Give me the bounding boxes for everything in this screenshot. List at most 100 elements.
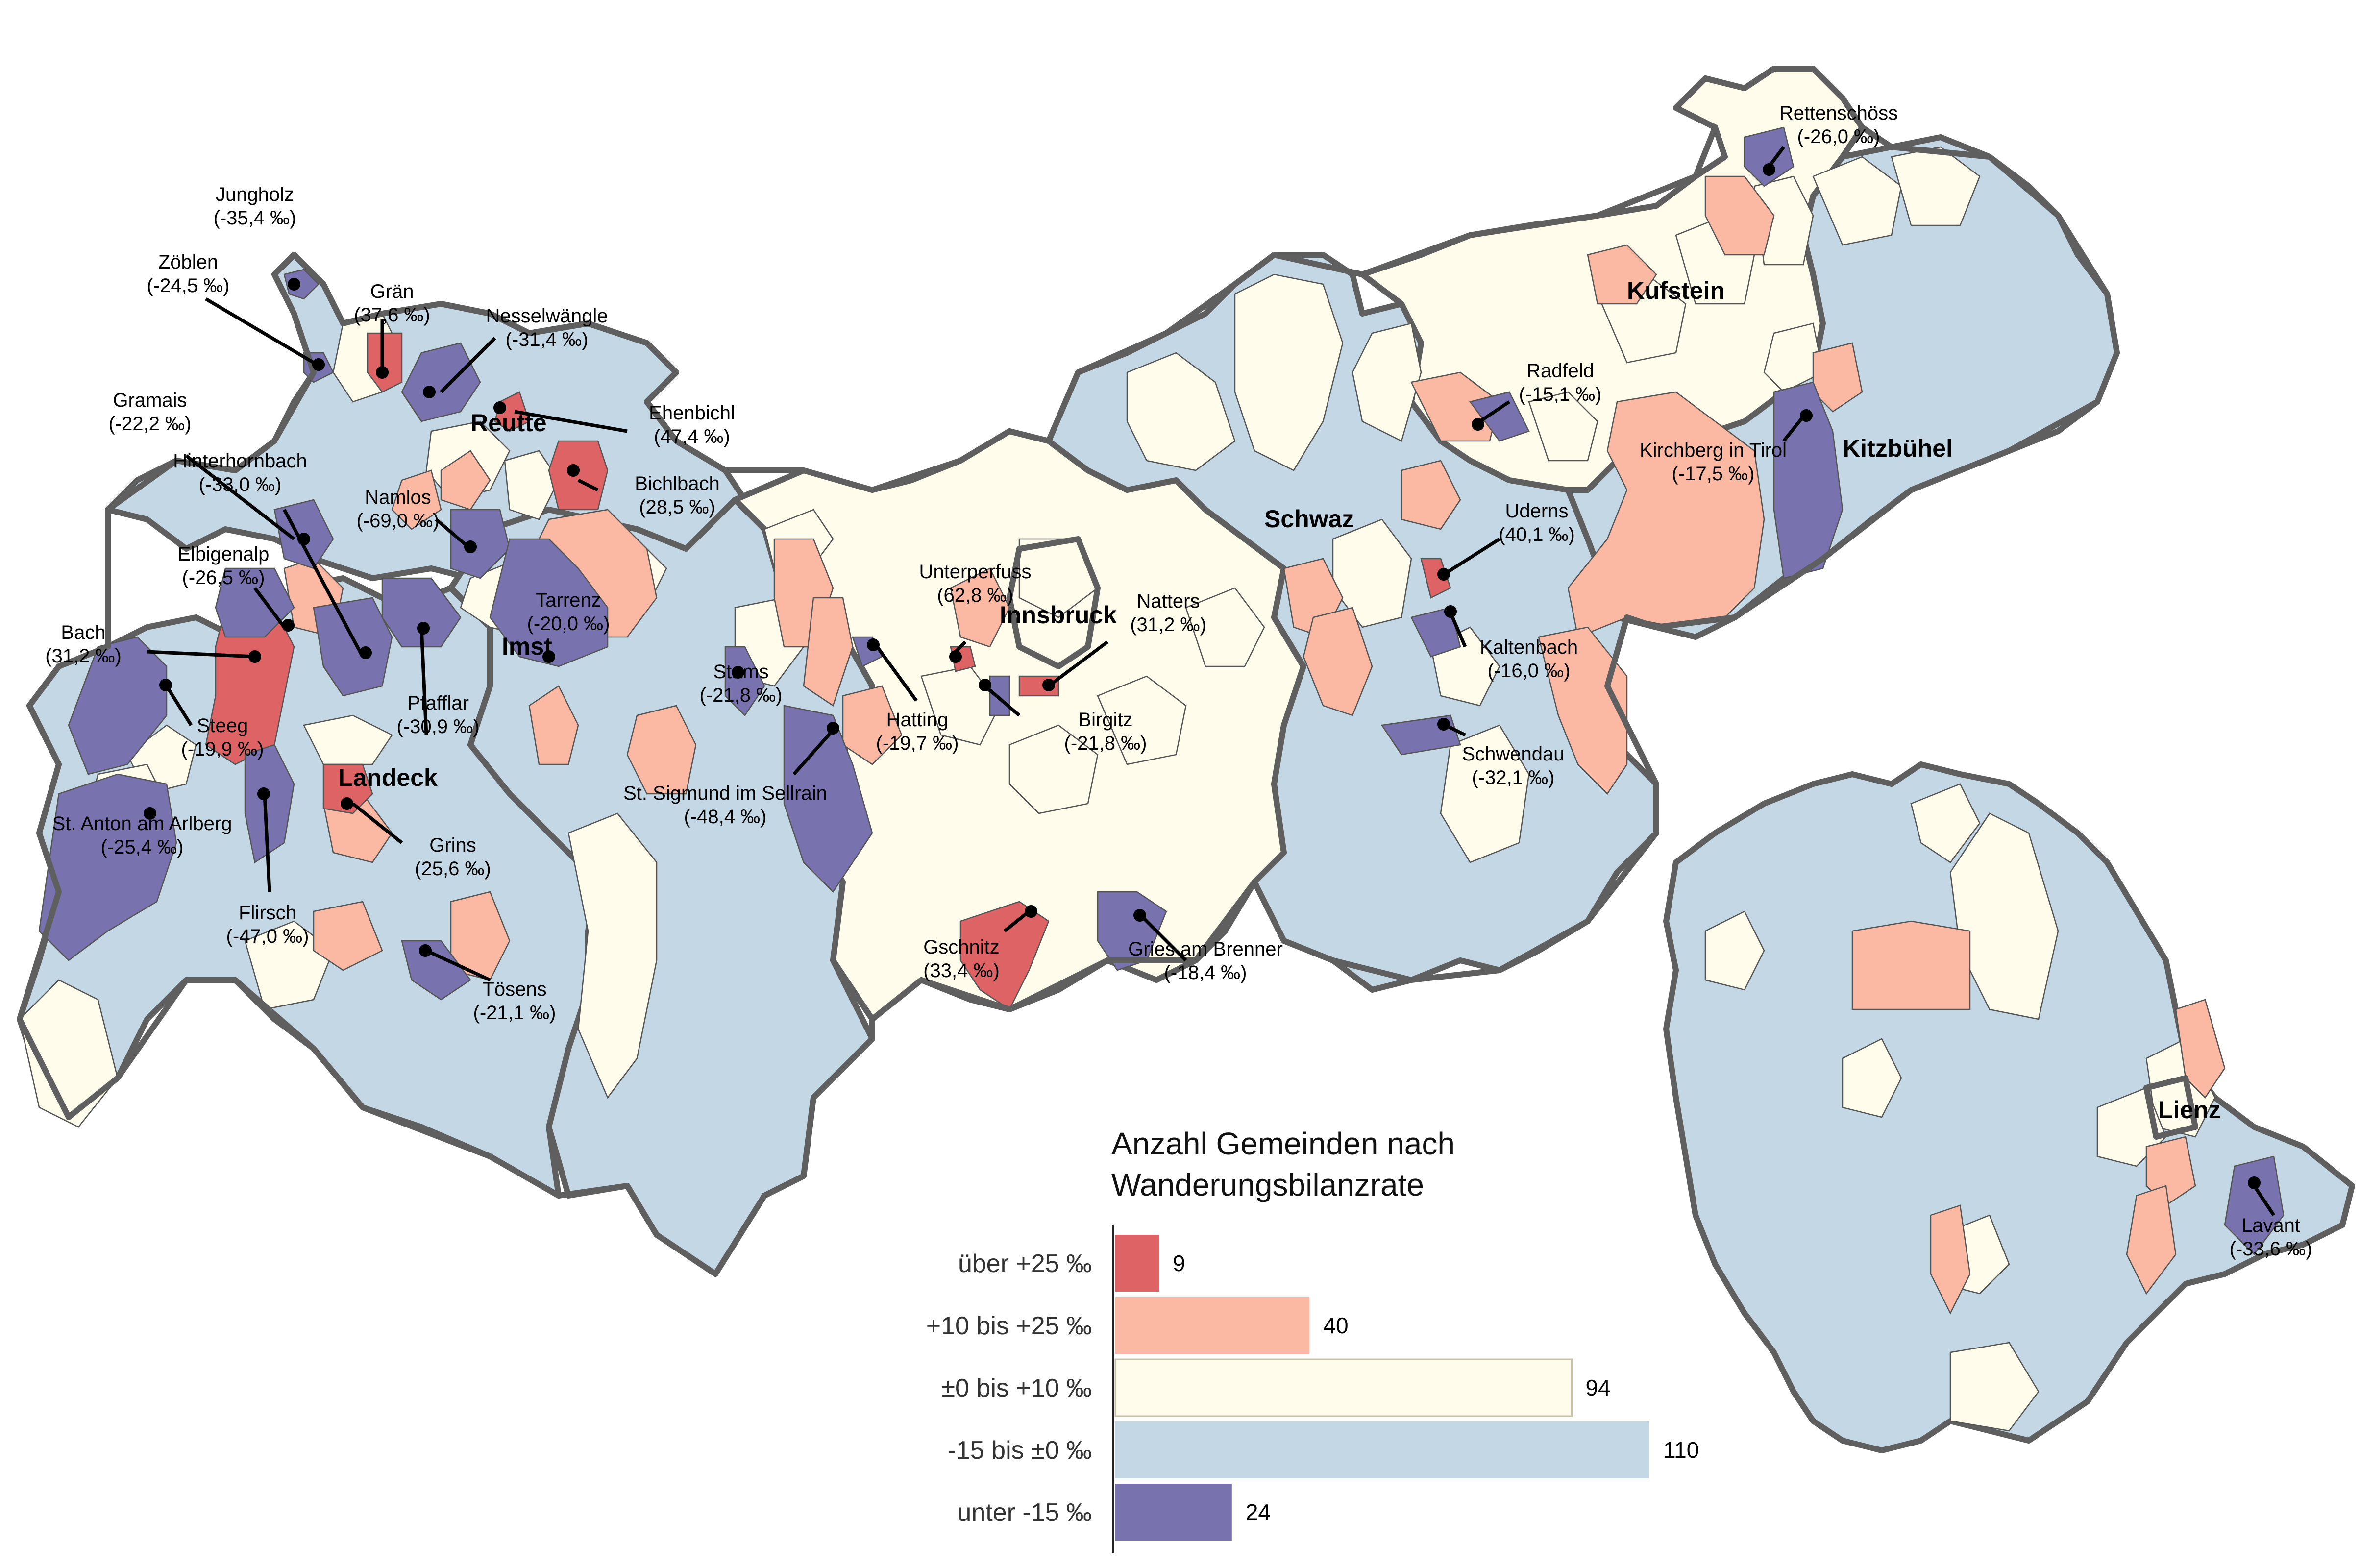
legend-rows: über +25 ‰ 9 +10 bis +25 ‰ 40 ±0 bis +10 ‰ 94…: [926, 1235, 1699, 1541]
label-ehenbichl: Ehenbichl (47,4 ‰): [649, 402, 735, 447]
label-bach: Bach (31,2 ‰): [45, 622, 122, 667]
legend-category-label: unter -15 ‰: [957, 1498, 1092, 1527]
patch-light-red: [626, 705, 697, 795]
patch-red: [322, 763, 373, 814]
patch-cream: [1440, 724, 1530, 863]
district-outlines: [17, 66, 2198, 1277]
legend-category-label: +10 bis +25 ‰: [926, 1312, 1092, 1340]
legend-bar: [1114, 1358, 1573, 1417]
legend-count-label: 40: [1323, 1313, 1348, 1338]
district-label-kitzbuehel: Kitzbühel: [1843, 435, 1953, 462]
patch-cream: [1008, 724, 1099, 814]
district-label-innsbruck: Innsbruck: [1000, 601, 1117, 629]
outline-north-tyrol: [17, 66, 2120, 1277]
patch-cream: [303, 714, 393, 765]
patch-purple: [68, 636, 168, 775]
label-unterperfuss: Unterperfuss (62,8 ‰): [919, 561, 1032, 606]
label-bichlbach: Bichlbach (28,5 ‰): [635, 473, 719, 518]
patch-purple: [401, 940, 471, 1001]
patch-light-red: [1303, 607, 1373, 716]
patch-purple: [381, 577, 462, 648]
patch-purple: [1744, 126, 1795, 187]
patch-purple: [489, 538, 609, 667]
patch-purple: [989, 675, 1010, 716]
municipality-labels: Jungholz (-35,4 ‰) Zöblen (-24,5 ‰) Grän (3…: [45, 102, 2312, 1260]
district-label-reutte: Reutte: [470, 409, 547, 437]
patch-light-red: [1587, 244, 1657, 305]
patch-light-red: [803, 597, 854, 707]
patch-light-red: [440, 450, 491, 511]
patch-cream: [244, 920, 334, 1010]
legend-title-line2: Wanderungsbilanzrate: [1111, 1167, 1424, 1202]
label-zoeblen: Zöblen (-24,5 ‰): [147, 251, 230, 296]
district-label-schwaz: Schwaz: [1264, 505, 1354, 533]
label-st-sigmund: St. Sigmund im Sellrain (-48,4 ‰): [623, 783, 827, 828]
label-st-anton: St. Anton am Arlberg (-25,4 ‰): [52, 813, 232, 858]
patch-light-red: [313, 901, 383, 971]
district-label-lienz: Lienz: [2158, 1096, 2221, 1124]
legend-title-line1: Anzahl Gemeinden nach: [1111, 1126, 1455, 1161]
patch-cream: [1763, 322, 1824, 393]
label-pfafflar: Pfafflar (-30,9 ‰): [397, 692, 480, 737]
label-jungholz: Jungholz (-35,4 ‰): [214, 184, 296, 229]
patch-light-red: [2175, 999, 2226, 1099]
patch-light-red: [528, 685, 579, 765]
legend-category-label: über +25 ‰: [958, 1250, 1092, 1278]
patch-light-red: [1704, 175, 1775, 256]
patch-cream: [567, 812, 658, 1099]
label-kaltenbach: Kaltenbach (-16,0 ‰): [1480, 637, 1578, 682]
patch-purple: [450, 509, 511, 579]
patch-cream: [504, 450, 560, 520]
label-nesselwaengle: Nesselwängle (-31,4 ‰): [486, 305, 608, 350]
label-radfeld: Radfeld (-15,1 ‰): [1519, 360, 1602, 405]
patch-purple: [313, 597, 393, 697]
label-hinterhornbach: Hinterhornbach (-33,0 ‰): [173, 450, 307, 495]
legend-count-label: 24: [1246, 1499, 1271, 1525]
patch-light-red: [2126, 1185, 2177, 1295]
label-namlos: Namlos (-69,0 ‰): [357, 487, 440, 532]
label-graen: Grän (37,6 ‰): [354, 281, 430, 326]
label-gramais: Gramais (-22,2 ‰): [109, 390, 192, 435]
district-label-kufstein: Kufstein: [1627, 277, 1725, 304]
label-tarrenz: Tarrenz (-20,0 ‰): [527, 589, 610, 635]
patch-red: [548, 440, 609, 511]
patch-cream: [1910, 783, 1981, 863]
patch-cream: [1234, 273, 1344, 471]
patch-cream: [1528, 391, 1598, 462]
patch-light-red: [1538, 626, 1628, 795]
patch-purple: [283, 269, 320, 300]
patch-purple: [401, 342, 481, 422]
patch-light-red: [842, 685, 903, 765]
patch-purple: [1469, 391, 1530, 442]
label-toesens: Tösens (-21,1 ‰): [473, 979, 556, 1024]
label-gries-am-brenner: Gries am Brenner (-18,4 ‰): [1128, 938, 1283, 983]
patch-light-red: [1930, 1204, 1971, 1315]
patch-light-red: [391, 469, 442, 530]
patch-cream: [1352, 322, 1422, 442]
outline-lienz-town: [2143, 1075, 2198, 1140]
patch-cream: [1812, 156, 1902, 246]
legend-category-label: -15 bis ±0 ‰: [948, 1436, 1092, 1465]
patch-light-red: [1851, 920, 1971, 1010]
legend: Anzahl Gemeinden nach Wanderungsbilanzra…: [926, 1126, 1699, 1553]
patch-purple: [724, 646, 765, 716]
district-label-imst: Imst: [502, 633, 552, 660]
label-lavant: Lavant (-33,6 ‰): [2230, 1215, 2312, 1260]
label-gschnitz: Gschnitz (33,4 ‰): [923, 936, 1000, 981]
patch-cream: [1949, 1342, 2040, 1432]
municipality-patches: [19, 126, 2285, 1432]
label-grins: Grins (25,6 ‰): [415, 834, 491, 880]
patch-purple: [38, 773, 177, 961]
patch-light-red: [950, 567, 1010, 648]
label-schwendau: Schwendau (-32,1 ‰): [1462, 743, 1564, 788]
location-dots: [144, 163, 2261, 1189]
leader-lines: [147, 146, 2275, 1216]
label-kirchberg: Kirchberg in Tirol (-17,5 ‰): [1640, 440, 1787, 485]
label-natters: Natters (31,2 ‰): [1130, 590, 1206, 636]
label-flirsch: Flirsch (-47,0 ‰): [226, 902, 309, 947]
outline-innsbruck: [1007, 536, 1101, 669]
legend-bar: [1115, 1421, 1649, 1478]
legend-count-label: 94: [1585, 1375, 1610, 1400]
label-hatting: Hatting (-19,7 ‰): [876, 709, 959, 754]
